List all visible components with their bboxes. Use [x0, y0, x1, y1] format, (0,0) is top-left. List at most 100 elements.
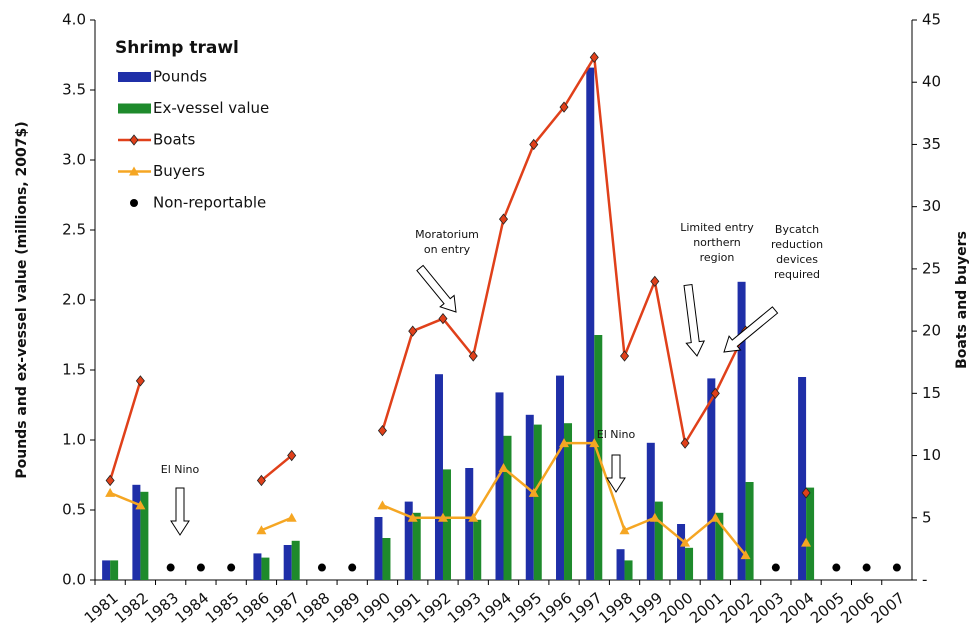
marker: [227, 563, 236, 572]
bar: [404, 501, 413, 580]
bar: [434, 374, 443, 580]
x-tick-label: 1981: [81, 589, 122, 627]
y-tick-label: 3.0: [62, 151, 86, 169]
x-tick-label: 2004: [777, 589, 818, 627]
bar: [374, 517, 383, 580]
line: [110, 443, 806, 555]
bar: [654, 501, 663, 580]
marker: [771, 563, 780, 572]
y-tick-label: 0.5: [62, 501, 86, 519]
x-tick-label: 1998: [595, 589, 636, 627]
x-tick-label: 2003: [746, 589, 787, 627]
marker: [256, 474, 266, 487]
marker: [710, 387, 720, 399]
marker: [377, 500, 388, 510]
bar: [737, 281, 746, 580]
marker: [317, 563, 326, 572]
annotation-text: Limited entry: [680, 221, 754, 234]
legend-label: Buyers: [153, 162, 205, 180]
bar: [677, 524, 686, 580]
x-tick-label: 1993: [444, 589, 485, 627]
marker: [286, 512, 297, 522]
bar: [412, 512, 421, 580]
bar: [707, 378, 716, 580]
marker: [680, 537, 691, 547]
bar: [495, 392, 504, 580]
legend-swatch: [118, 72, 151, 82]
legend-label: Non-reportable: [153, 194, 266, 212]
legend-label: Ex-vessel value: [153, 99, 269, 117]
bar: [473, 519, 482, 580]
annotation-text: Moratorium: [415, 228, 479, 241]
x-tick-label: 1989: [323, 589, 364, 627]
bar: [646, 442, 655, 580]
annotation-text: Bycatch: [775, 223, 819, 236]
y2-tick-label: 35: [922, 135, 941, 153]
annotation-arrow: [170, 487, 190, 536]
annotation-text: region: [700, 251, 735, 264]
x-tick-label: 2000: [656, 589, 697, 627]
annotation-arrow: [683, 283, 706, 357]
annotation-arrow: [723, 306, 779, 353]
annotation-text: required: [774, 268, 820, 281]
bar: [102, 560, 111, 580]
legend-swatch: [118, 103, 151, 114]
marker: [498, 213, 509, 225]
x-tick-label: 1986: [232, 589, 273, 627]
bar: [132, 484, 141, 580]
bar: [465, 468, 474, 580]
x-tick-label: 1985: [202, 589, 243, 627]
y-tick-label: 0.0: [62, 571, 86, 589]
marker: [256, 525, 267, 535]
y-tick-label: 2.0: [62, 291, 86, 309]
y2-axis-title: Boats and buyers: [954, 231, 970, 369]
y-tick-label: 3.5: [62, 81, 86, 99]
marker: [801, 537, 812, 547]
bar: [586, 67, 595, 581]
marker: [129, 166, 139, 176]
marker: [105, 474, 115, 487]
marker: [438, 313, 448, 325]
legend-title: Shrimp trawl: [115, 38, 239, 58]
marker: [892, 563, 901, 572]
x-tick-label: 1996: [535, 589, 576, 627]
x-tick-label: 2006: [837, 589, 878, 627]
marker: [620, 350, 630, 362]
marker: [740, 550, 751, 560]
y2-tick-label: 25: [922, 259, 941, 277]
marker: [407, 512, 418, 522]
x-tick-label: 1990: [353, 589, 394, 627]
marker: [619, 525, 630, 535]
marker: [589, 438, 600, 448]
y2-tick-label: -: [922, 571, 927, 589]
x-tick-label: 2007: [868, 589, 909, 627]
bar: [525, 414, 534, 580]
x-tick-label: 1992: [414, 589, 455, 627]
marker: [680, 437, 690, 449]
marker: [348, 563, 357, 572]
line: [110, 57, 806, 493]
marker: [650, 275, 660, 287]
bar: [283, 545, 292, 580]
marker: [468, 512, 479, 522]
annotation-text: reduction: [771, 238, 823, 251]
marker: [559, 438, 570, 448]
marker: [135, 500, 146, 510]
x-tick-label: 1982: [111, 589, 152, 627]
bar: [140, 491, 149, 580]
y2-tick-label: 40: [922, 73, 941, 91]
marker: [166, 563, 175, 572]
x-tick-label: 2001: [686, 589, 727, 627]
bar: [806, 487, 815, 580]
annotation-text: El Nino: [161, 463, 200, 476]
y2-tick-label: 20: [922, 322, 941, 340]
bar: [533, 424, 542, 580]
bar: [291, 540, 300, 580]
y2-tick-label: 45: [922, 11, 941, 29]
marker: [862, 563, 871, 572]
x-tick-label: 1995: [504, 589, 545, 627]
annotation-text: El Nino: [597, 428, 636, 441]
bar: [261, 557, 270, 580]
marker: [498, 463, 509, 472]
annotation-text: devices: [776, 253, 818, 266]
